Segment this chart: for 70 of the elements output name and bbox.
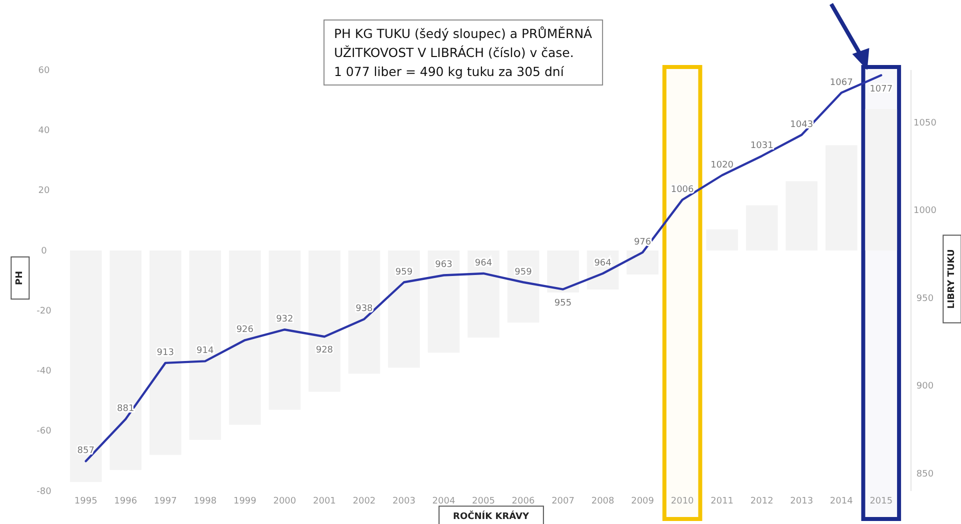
bar — [110, 250, 142, 470]
x-tick-label: 2007 — [552, 496, 574, 506]
data-label: 928 — [316, 346, 334, 356]
x-tick-label: 2009 — [631, 496, 654, 506]
bar — [547, 250, 579, 293]
x-tick-label: 2000 — [273, 496, 296, 506]
x-tick-label: 2001 — [312, 496, 336, 506]
data-label: 955 — [554, 298, 572, 308]
bar — [388, 250, 420, 368]
y-tick-label: 20 — [38, 186, 50, 196]
bar — [626, 250, 658, 274]
bar — [308, 250, 340, 392]
bar — [149, 250, 182, 455]
data-label: 857 — [77, 446, 94, 456]
x-tick-label: 2012 — [750, 496, 774, 506]
data-label: 913 — [156, 348, 174, 358]
x-tick-label: 1995 — [74, 496, 98, 506]
x-tick-label: 2004 — [432, 496, 456, 506]
y2-tick-label: 1000 — [914, 206, 937, 216]
data-label: 959 — [395, 267, 413, 278]
bar — [348, 250, 380, 374]
x-tick-label: 1999 — [233, 496, 257, 506]
x-tick-label: 2008 — [591, 496, 615, 506]
data-label: 964 — [594, 258, 612, 268]
data-label: 926 — [236, 325, 254, 336]
bar — [468, 250, 500, 338]
bar — [268, 250, 301, 410]
x-tick-label: 2003 — [392, 496, 416, 506]
chart-title: PH KG TUKU (šedý sloupec) a PRŮMĚRNÁ UŽITKOVOST V LIBRÁCH (číslo) v čase. — [334, 26, 593, 60]
bar — [428, 250, 460, 353]
y-tick-label: -40 — [36, 366, 52, 377]
x-tick-label: 2006 — [512, 496, 535, 506]
x-tick-label: 1996 — [114, 496, 138, 506]
x-axis-title: ROČNÍK KRÁVY — [453, 510, 530, 522]
data-label: 1031 — [750, 140, 774, 151]
x-tick-label: 2014 — [830, 496, 854, 506]
y2-tick-label: 900 — [916, 382, 934, 392]
y-tick-label: -60 — [36, 426, 52, 437]
y2-tick-label: 850 — [916, 469, 934, 480]
data-label: 959 — [514, 267, 532, 278]
x-tick-label: 2015 — [870, 496, 893, 506]
y-tick-label: -80 — [36, 486, 52, 497]
x-tick-label: 2010 — [670, 496, 694, 506]
x-tick-label: 1997 — [154, 496, 177, 506]
y-tick-label: 0 — [41, 246, 48, 256]
data-label: 964 — [474, 258, 492, 268]
y-tick-label: 60 — [38, 66, 50, 76]
x-tick-label: 2002 — [352, 496, 376, 506]
x-tick-label: 2005 — [472, 496, 495, 506]
chart-subtitle: 1 077 liber = 490 kg tuku za 305 dní — [334, 64, 564, 79]
x-tick-label: 2011 — [710, 496, 734, 506]
x-tick-label: 1998 — [194, 496, 217, 506]
y2-axis-title: LIBRY TUKU — [947, 249, 958, 309]
data-label: 914 — [196, 346, 214, 356]
bar — [229, 250, 261, 425]
data-label: 963 — [435, 260, 452, 270]
bar — [70, 250, 102, 482]
y-tick-label: 40 — [38, 126, 50, 136]
y2-tick-label: 950 — [916, 294, 934, 304]
data-label: 932 — [276, 314, 294, 325]
data-label: 1006 — [670, 184, 694, 195]
data-label: 1067 — [830, 78, 853, 88]
data-label: 938 — [356, 304, 374, 314]
data-label: 1020 — [710, 160, 734, 170]
bar — [189, 250, 222, 440]
y-tick-label: -20 — [36, 306, 52, 316]
data-label: 1077 — [870, 84, 893, 94]
y2-tick-label: 1050 — [914, 118, 937, 129]
y-axis-title: PH — [15, 270, 26, 286]
x-tick-label: 2013 — [790, 496, 814, 506]
